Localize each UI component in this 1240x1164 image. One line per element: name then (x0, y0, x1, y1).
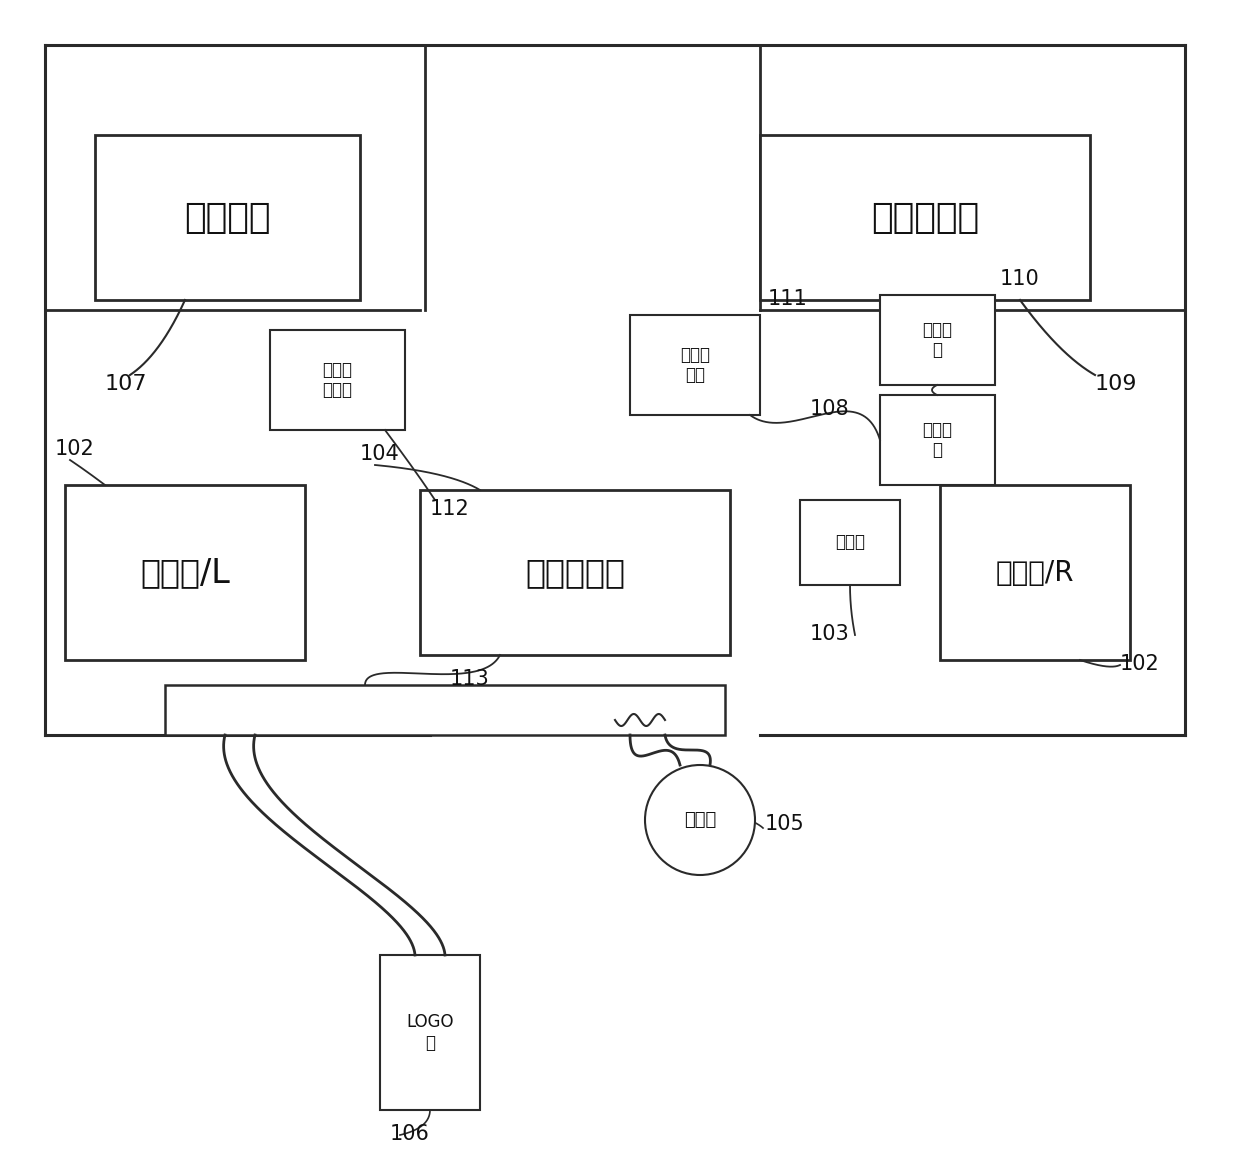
Bar (880, 395, 994, 485)
Bar (630, 315, 760, 416)
Bar (940, 485, 1130, 660)
Bar (880, 294, 994, 385)
Bar (800, 501, 900, 585)
Text: 102: 102 (1120, 654, 1159, 674)
Bar (420, 490, 730, 655)
Bar (379, 954, 480, 1110)
Text: 109: 109 (1095, 374, 1137, 393)
Text: 106: 106 (391, 1124, 430, 1144)
Text: 电源指
示灯: 电源指 示灯 (680, 346, 711, 384)
Text: 扬声器: 扬声器 (684, 811, 717, 829)
Text: 控制模
块: 控制模 块 (923, 320, 952, 360)
Text: 113: 113 (450, 669, 490, 689)
Bar (95, 135, 360, 300)
Text: 红外传感器: 红外传感器 (525, 556, 625, 589)
Text: 升压模块: 升压模块 (185, 200, 270, 234)
Text: 103: 103 (810, 624, 849, 644)
Bar (64, 485, 305, 660)
Text: 三色灯: 三色灯 (835, 533, 866, 552)
Text: 电压转
换模块: 电压转 换模块 (322, 361, 352, 399)
Circle shape (645, 765, 755, 875)
Text: 102: 102 (55, 439, 94, 459)
Bar (760, 135, 1090, 300)
Text: 105: 105 (765, 814, 805, 833)
Bar (270, 331, 405, 430)
Text: 语音功放板: 语音功放板 (870, 200, 980, 234)
Text: 108: 108 (810, 399, 849, 419)
Text: LOGO
板: LOGO 板 (407, 1013, 454, 1052)
Text: 稳压模
块: 稳压模 块 (923, 420, 952, 460)
Text: 107: 107 (105, 374, 148, 393)
Text: 104: 104 (360, 443, 399, 464)
Text: 110: 110 (999, 269, 1040, 289)
Text: 红外灯/L: 红外灯/L (140, 556, 229, 589)
Text: 112: 112 (430, 499, 470, 519)
Bar (165, 684, 725, 734)
Text: 红外灯/R: 红外灯/R (996, 559, 1074, 587)
Text: 111: 111 (768, 289, 807, 308)
